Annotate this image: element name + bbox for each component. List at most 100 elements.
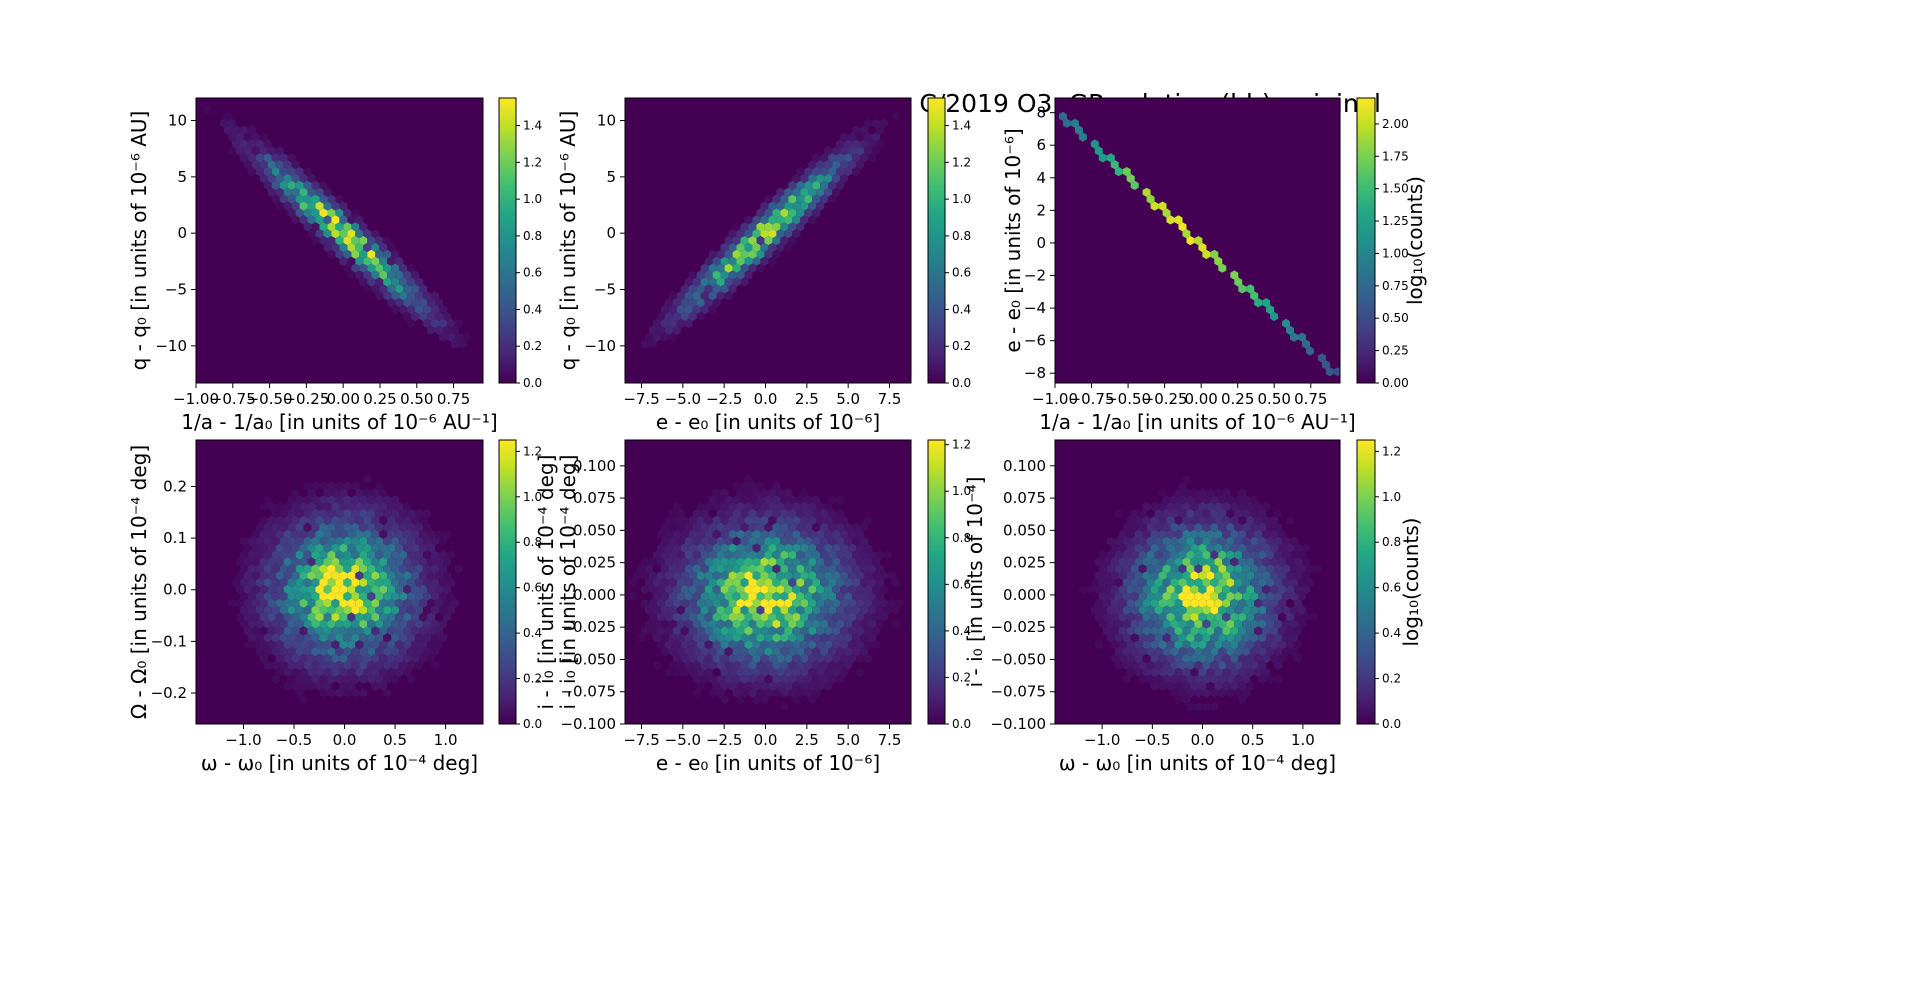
hexbin-cell: [307, 515, 316, 526]
hexbin-cell: [1130, 180, 1139, 190]
hexbin-cell: [1246, 571, 1255, 581]
hexbin-cell: [307, 529, 316, 539]
hexbin-cell: [379, 515, 388, 526]
hexbin-cell: [784, 571, 793, 581]
hexbin-cell: [1194, 564, 1203, 574]
hexbin-cell: [660, 619, 669, 629]
hexbin-cell: [876, 619, 884, 629]
hexbin-cell: [1246, 667, 1255, 677]
hexbin-cell: [359, 660, 368, 670]
hexbin-cell: [1118, 557, 1127, 567]
hexbin-cell: [351, 236, 360, 246]
hexbin-cell: [1202, 647, 1211, 657]
hexbin-cell: [331, 502, 340, 512]
hexbin-cell: [375, 564, 384, 574]
hexbin-cell: [323, 571, 332, 581]
hexbin-cell: [291, 529, 300, 539]
hexbin-cell: [716, 564, 725, 574]
hexbin-cell: [263, 578, 272, 588]
hexbin-cell: [768, 515, 777, 526]
hexbin-cell: [708, 550, 717, 560]
hexbin-cell: [1094, 612, 1103, 622]
hexbin-cell: [840, 653, 849, 664]
hexbin-cell: [752, 640, 761, 650]
hexbin-cell: [1206, 653, 1215, 664]
hexbin-cell: [367, 495, 376, 505]
hexbin-cell: [327, 522, 336, 532]
hexbin-cell: [331, 640, 340, 650]
hexbin-cell: [1262, 557, 1271, 567]
hexbin-cell: [367, 550, 376, 560]
hexbin-cell: [1142, 557, 1151, 567]
hexbin-cell: [1266, 550, 1275, 560]
hexbin-cell: [335, 495, 344, 505]
hexbin-cell: [1302, 571, 1310, 581]
hexbin-cell: [1166, 529, 1175, 539]
hexbin-cell: [1198, 653, 1207, 664]
hexbin-cell: [327, 495, 336, 505]
hexbin-cell: [1270, 612, 1279, 622]
hexbin-cell: [1218, 536, 1227, 546]
hexbin-cell: [1178, 536, 1187, 546]
hexbin-cell: [796, 495, 805, 505]
hexbin-cell: [347, 571, 356, 581]
hexbin-cell: [458, 339, 467, 349]
hexbin-cell: [700, 536, 709, 546]
hexbin-cell: [724, 509, 733, 519]
hexbin-cell: [852, 564, 860, 574]
hexbin-cell: [395, 653, 404, 664]
hexbin-cell: [247, 605, 256, 615]
hexbin-cell: [1254, 640, 1263, 650]
hexbin-cell: [728, 653, 737, 664]
hexbin-cell: [1162, 633, 1171, 643]
hexbin-cell: [1226, 550, 1235, 560]
hexbin-cell: [1110, 612, 1119, 622]
hexbin-cell: [796, 674, 805, 684]
hexbin-cell: [347, 256, 356, 266]
hexbin-cell: [435, 584, 443, 595]
hexbin-cell: [756, 660, 765, 670]
hexbin-cell: [804, 591, 813, 601]
hexbin-cell: [359, 688, 368, 698]
hexbin-cell: [1294, 557, 1302, 567]
hexbin-cell: [443, 529, 451, 539]
hexbin-cell: [684, 591, 693, 601]
hexbin-cell: [303, 194, 312, 204]
hexbin-cell: [283, 667, 292, 677]
hexbin-cell: [403, 298, 412, 308]
hexbin-cell: [860, 605, 868, 615]
hexbin-cell: [724, 564, 733, 574]
hexbin-cell: [267, 626, 276, 636]
hexbin-cell: [744, 543, 753, 553]
hexbin-cell: [1110, 626, 1119, 636]
hexbin-cell: [668, 536, 677, 546]
hexbin-cell: [836, 139, 845, 149]
hexbin-cell: [247, 139, 256, 149]
hexbin-cell: [816, 626, 825, 636]
hexbin-cell: [415, 522, 424, 532]
hexbin-cell: [255, 647, 264, 657]
hexbin-cell: [860, 139, 868, 149]
hexbin-cell: [367, 647, 376, 657]
hexbin-cell: [1226, 674, 1235, 684]
hexbin-cell: [375, 249, 384, 259]
hexbin-cell: [1230, 626, 1239, 636]
hexbin-cell: [323, 626, 332, 636]
x-tick-label: 0.00: [326, 390, 359, 408]
hexbin-cell: [1146, 578, 1155, 588]
hexbin-cell: [1258, 509, 1267, 519]
hexbin-cell: [724, 591, 733, 601]
hexbin-cell: [343, 674, 352, 684]
x-tick-label: 0.0: [754, 731, 778, 749]
hexbin-cell: [1270, 311, 1279, 322]
hexbin-cell: [1162, 522, 1171, 532]
hexbin-cell: [748, 550, 757, 560]
hexbin-cell: [271, 633, 280, 643]
colorbar-gradient: [498, 439, 517, 725]
hexbin-cell: [788, 674, 797, 684]
hexbin-cell: [411, 557, 420, 567]
hexbin-cell: [752, 488, 761, 498]
hexbin-cell: [880, 598, 888, 608]
hexbin-cell: [700, 660, 709, 670]
hexbin-cell: [363, 529, 372, 539]
